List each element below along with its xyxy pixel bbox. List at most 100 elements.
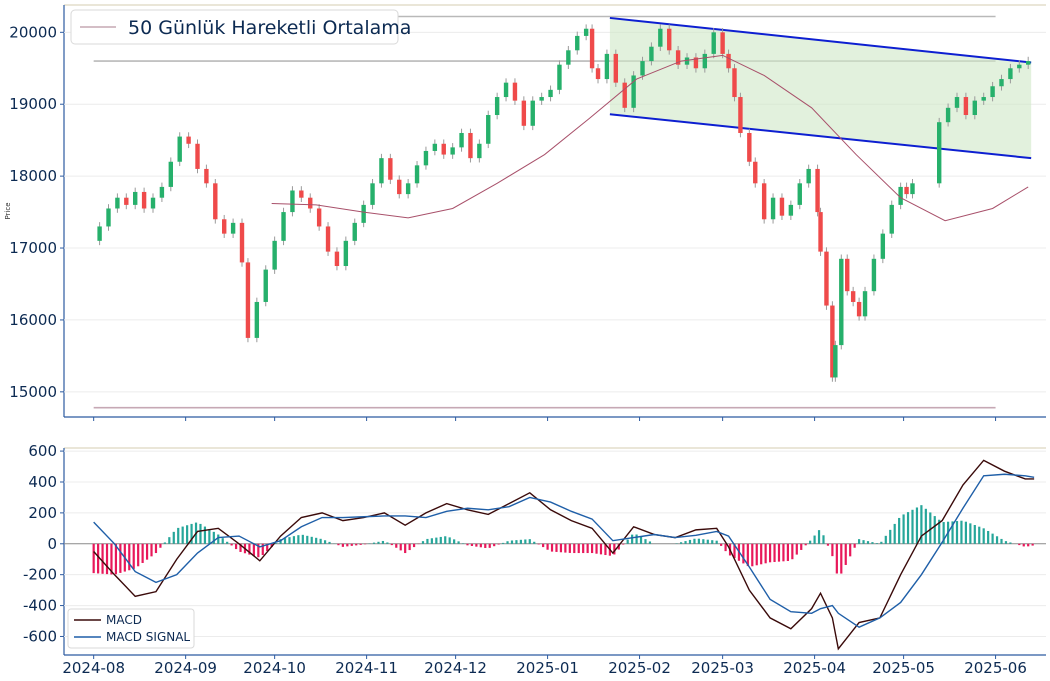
macd-histogram-bar xyxy=(805,544,807,546)
price-y-axis-label: Price xyxy=(4,202,12,219)
x-tick-label: 2025-01 xyxy=(516,659,579,677)
macd-histogram-bar xyxy=(204,527,206,544)
macd-histogram-bar xyxy=(845,544,847,565)
candle-body xyxy=(584,29,588,36)
x-tick-label: 2025-05 xyxy=(872,659,935,677)
macd-histogram-bar xyxy=(894,524,896,544)
macd-histogram-bar xyxy=(876,543,878,544)
candle-body xyxy=(964,97,968,115)
candle-body xyxy=(195,144,199,169)
macd-histogram-bar xyxy=(889,530,891,544)
candle-body xyxy=(566,50,570,64)
macd-histogram-bar xyxy=(101,544,103,574)
candle-body xyxy=(720,32,724,54)
macd-histogram-bar xyxy=(702,539,704,544)
x-tick-label: 2024-08 xyxy=(62,659,125,677)
macd-histogram-bar xyxy=(324,540,326,544)
x-tick-label: 2024-09 xyxy=(154,659,217,677)
candle-body xyxy=(839,259,843,345)
macd-histogram-bar xyxy=(858,539,860,544)
macd-histogram-bar xyxy=(600,544,602,555)
candle-body xyxy=(881,234,885,259)
candle-body xyxy=(142,192,146,209)
macd-histogram-bar xyxy=(836,544,838,574)
macd-histogram-bar xyxy=(760,544,762,565)
macd-histogram-bar xyxy=(524,539,526,543)
candle-body xyxy=(973,101,977,115)
macd-histogram-bar xyxy=(689,540,691,544)
macd-histogram-bar xyxy=(751,544,753,567)
candle-body xyxy=(863,291,867,316)
candle-body xyxy=(459,133,463,147)
macd-histogram-bar xyxy=(1032,544,1034,546)
x-tick-label: 2025-02 xyxy=(608,659,671,677)
macd-histogram-bar xyxy=(337,544,339,545)
candle-body xyxy=(548,90,552,97)
candle-body xyxy=(468,133,472,158)
macd-histogram-bar xyxy=(146,544,148,560)
macd-histogram-bar xyxy=(898,518,900,544)
macd-histogram-bar xyxy=(466,544,468,546)
price-y-tick-label: 17000 xyxy=(9,239,57,257)
candle-body xyxy=(513,83,517,101)
macd-y-tick-label: 600 xyxy=(28,442,57,460)
macd-histogram-bar xyxy=(1018,544,1020,545)
candle-body xyxy=(999,79,1003,86)
macd-histogram-bar xyxy=(360,544,362,545)
macd-histogram-bar xyxy=(591,544,593,553)
candle-body xyxy=(815,169,819,212)
macd-histogram-bar xyxy=(173,532,175,544)
macd-histogram-bar xyxy=(782,544,784,562)
candle-body xyxy=(406,183,410,194)
macd-histogram-bar xyxy=(382,541,384,544)
macd-histogram-bar xyxy=(511,540,513,543)
candle-body xyxy=(857,302,861,316)
candle-body xyxy=(281,212,285,241)
candle-body xyxy=(353,223,357,241)
candle-body xyxy=(703,54,707,68)
price-legend: 50 Günlük Hareketli Ortalama xyxy=(71,10,411,44)
macd-histogram-bar xyxy=(182,527,184,544)
macd-histogram-bar xyxy=(680,542,682,544)
macd-histogram-bar xyxy=(199,524,201,544)
candle-body xyxy=(605,54,609,79)
candle-body xyxy=(272,241,276,270)
macd-histogram-bar xyxy=(155,544,157,553)
candle-body xyxy=(833,345,837,377)
candle-body xyxy=(415,165,419,183)
macd-histogram-bar xyxy=(133,544,135,569)
candle-body xyxy=(981,97,985,101)
price-y-tick-label: 18000 xyxy=(9,167,57,185)
macd-histogram-bar xyxy=(707,540,709,544)
candle-body xyxy=(204,169,208,183)
macd-histogram-bar xyxy=(422,541,424,544)
candle-body xyxy=(186,137,190,144)
macd-histogram-bar xyxy=(471,544,473,546)
macd-histogram-bar xyxy=(177,528,179,544)
candle-body xyxy=(255,302,259,338)
candle-body xyxy=(361,205,365,223)
candle-body xyxy=(231,223,235,234)
candle-body xyxy=(344,241,348,266)
macd-y-tick-label: -600 xyxy=(23,627,57,645)
candle-body xyxy=(299,191,303,198)
macd-histogram-bar xyxy=(934,516,936,544)
macd-histogram-bar xyxy=(142,544,144,563)
candle-body xyxy=(910,183,914,194)
macd-histogram-bar xyxy=(595,544,597,554)
macd-lines xyxy=(94,460,1034,648)
macd-histogram-bar xyxy=(684,541,686,544)
macd-histogram-bar xyxy=(840,544,842,574)
macd-histogram-bar xyxy=(293,536,295,544)
macd-histogram-bar xyxy=(440,537,442,544)
candle-body xyxy=(178,137,182,162)
macd-histogram-bar xyxy=(426,539,428,544)
candle-body xyxy=(169,162,173,187)
macd-histogram-bar xyxy=(529,539,531,544)
price-legend-label: 50 Günlük Hareketli Ortalama xyxy=(128,17,411,39)
candle-body xyxy=(649,47,653,61)
macd-histogram-bar xyxy=(489,544,491,548)
candle-body xyxy=(1008,68,1012,79)
price-y-tick-label: 19000 xyxy=(9,95,57,113)
